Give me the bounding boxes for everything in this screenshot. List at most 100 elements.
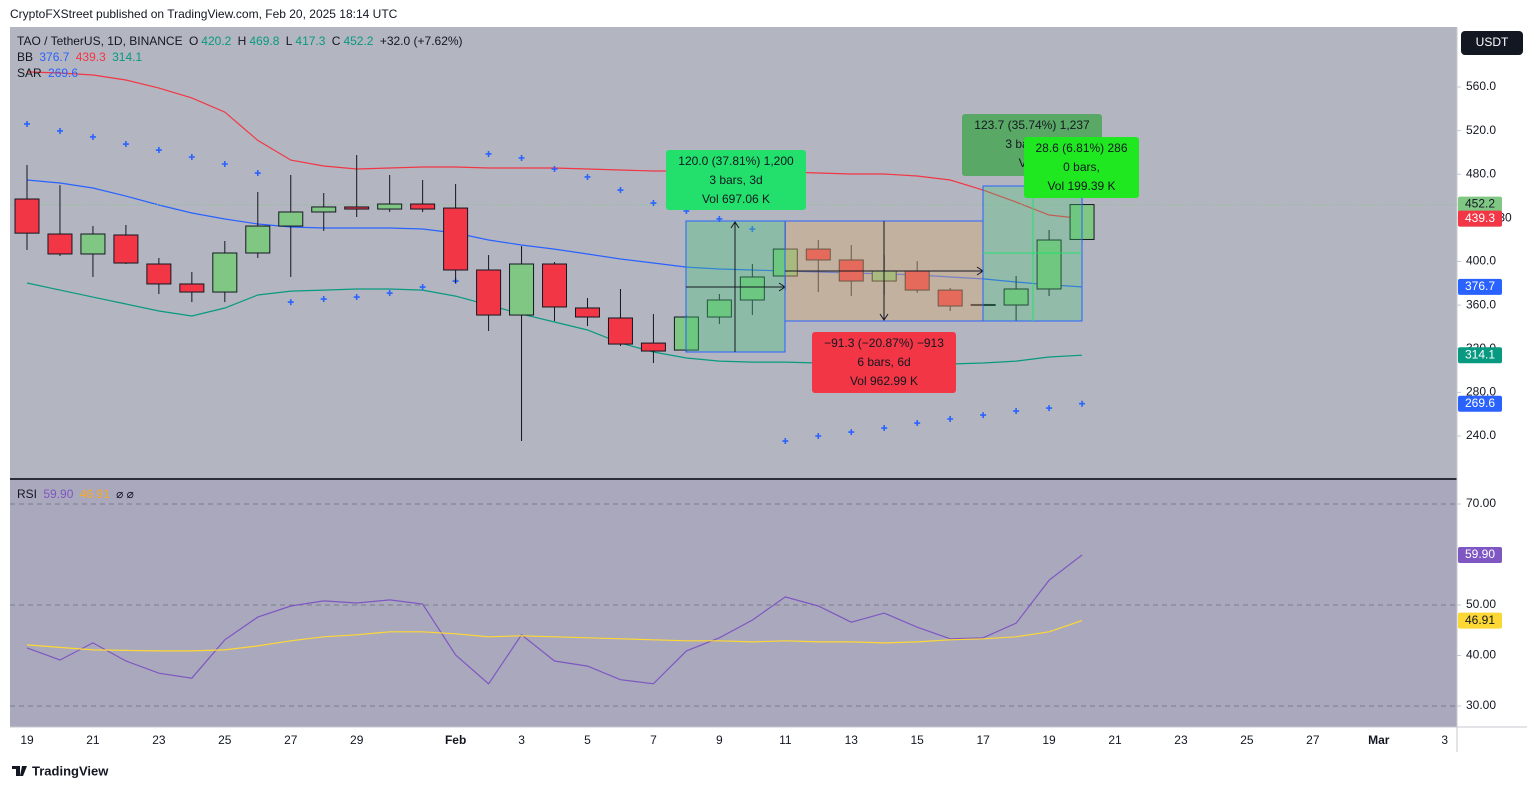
measure-label: 28.6 (6.81%) 286 0 bars, Vol 199.39 K bbox=[1024, 137, 1139, 198]
candle-body bbox=[344, 206, 370, 210]
indicator-value: 439.3 bbox=[75, 50, 106, 64]
x-tick-label: 9 bbox=[716, 733, 723, 747]
candle-body bbox=[278, 211, 304, 227]
rsi-line bbox=[26, 620, 1083, 652]
currency[interactable]: USDT bbox=[1476, 35, 1509, 49]
candle-body bbox=[443, 207, 469, 271]
sar-point bbox=[254, 170, 261, 177]
sar-point bbox=[1046, 405, 1053, 412]
pane-separator bbox=[10, 478, 1457, 480]
candle-body bbox=[311, 206, 337, 213]
change: +32.0 (+7.62%) bbox=[379, 34, 463, 48]
measure-text: Vol 199.39 K bbox=[1047, 179, 1116, 193]
sar-legend: SAR 269.6 bbox=[17, 66, 81, 80]
rsi-pane bbox=[10, 480, 1457, 727]
x-tick-label: 25 bbox=[1240, 733, 1254, 747]
sar-point bbox=[122, 141, 129, 148]
ohlc-value: 417.3 bbox=[295, 34, 326, 48]
measure-line bbox=[983, 186, 1082, 321]
candle-body bbox=[146, 263, 172, 285]
y-tick-label: 40.00 bbox=[1466, 648, 1496, 662]
symbol: TAO / TetherUS, 1D, BINANCE bbox=[17, 34, 183, 48]
ohlc-label: C bbox=[331, 34, 341, 48]
measure-text: 6 bars, 6d bbox=[857, 355, 911, 369]
indicator-value: 376.7 bbox=[39, 50, 70, 64]
sar-point bbox=[320, 296, 327, 303]
rsi-line bbox=[26, 554, 1083, 685]
price-badge-label: 376.7 bbox=[1465, 279, 1495, 293]
price-badge-label: 452.2 bbox=[1465, 197, 1495, 211]
sar-point bbox=[56, 127, 63, 134]
indicator-value: 46.91 bbox=[79, 487, 110, 501]
candle-body bbox=[212, 252, 238, 293]
sar-point bbox=[947, 415, 954, 422]
x-tick-label: Mar bbox=[1368, 733, 1390, 747]
y-tick-label: 50.00 bbox=[1466, 597, 1496, 611]
price-badge bbox=[1458, 546, 1502, 563]
candle-body bbox=[509, 263, 535, 316]
sar-point bbox=[617, 187, 624, 194]
price-badge-label: 269.6 bbox=[1465, 396, 1495, 410]
x-tick-label: 23 bbox=[152, 733, 166, 747]
y-tick-label: 70.00 bbox=[1466, 496, 1496, 510]
indicator-name: BB bbox=[17, 50, 34, 64]
sar-point bbox=[848, 429, 855, 436]
candle-body bbox=[805, 248, 831, 261]
price-badge-label: 46.91 bbox=[1465, 613, 1495, 627]
logo-mark bbox=[12, 766, 27, 776]
candle-body bbox=[1036, 239, 1062, 290]
indicator-value: 314.1 bbox=[112, 50, 143, 64]
measure-label: 120.0 (37.81%) 1,200 3 bars, 3d Vol 697.06… bbox=[666, 150, 806, 210]
y-tick-label: 240.0 bbox=[1466, 428, 1496, 442]
x-tick-label: 25 bbox=[218, 733, 232, 747]
x-tick-label: 17 bbox=[976, 733, 990, 747]
currency-button[interactable] bbox=[1461, 31, 1523, 55]
x-tick-label: 21 bbox=[1108, 733, 1122, 747]
sar-point bbox=[386, 290, 393, 297]
sar-point bbox=[551, 166, 558, 173]
ohlc-value: 469.8 bbox=[249, 34, 280, 48]
sar-point bbox=[353, 294, 360, 301]
candle-body bbox=[377, 203, 403, 210]
x-tick-label: 29 bbox=[350, 733, 364, 747]
price-badge-label: 59.90 bbox=[1465, 547, 1495, 561]
x-tick-label: 3 bbox=[1441, 733, 1448, 747]
price-badge bbox=[1458, 612, 1502, 629]
bb-legend: BB 376.7 439.3 314.1 bbox=[17, 50, 145, 64]
price-legend: TAO / TetherUS, 1D, BINANCE O 420.2 H 469.… bbox=[17, 34, 466, 48]
y-tick-label: 280.0 bbox=[1466, 385, 1496, 399]
candle-body bbox=[640, 342, 666, 352]
x-tick-label: 23 bbox=[1174, 733, 1188, 747]
sar-point bbox=[24, 120, 30, 127]
candle-body bbox=[542, 263, 568, 308]
y-tick-label: 360.0 bbox=[1466, 297, 1496, 311]
price-badge bbox=[1458, 210, 1502, 227]
sar-point bbox=[155, 147, 162, 154]
logo: TradingView bbox=[32, 763, 109, 778]
sar-point bbox=[188, 154, 195, 161]
x-tick-label: 7 bbox=[650, 733, 657, 747]
sar-point bbox=[518, 154, 525, 161]
indicator-name: RSI bbox=[17, 487, 38, 501]
sar-point bbox=[1013, 408, 1020, 415]
x-tick-label: 21 bbox=[86, 733, 100, 747]
sar-point bbox=[419, 284, 426, 291]
measure-text: −91.3 (−20.87%) −913 bbox=[824, 336, 944, 350]
ohlc-label: L bbox=[285, 34, 293, 48]
measure-text: 28.6 (6.81%) 286 bbox=[1035, 141, 1128, 155]
sar-point bbox=[1079, 400, 1086, 407]
measure-text: 0 bars, bbox=[1063, 160, 1100, 174]
price-badge-label: 439.3 bbox=[1465, 211, 1495, 225]
sar-point bbox=[221, 160, 228, 167]
y-tick-label: 480.0 bbox=[1466, 166, 1496, 180]
sar-point bbox=[815, 433, 822, 440]
sar-point bbox=[749, 225, 756, 232]
y-tick-label: 30.00 bbox=[1466, 698, 1496, 712]
y-tick-label: 400.0 bbox=[1466, 254, 1496, 268]
ohlc-value: 420.2 bbox=[201, 34, 232, 48]
x-tick-label: 3 bbox=[518, 733, 525, 747]
sar-point bbox=[881, 425, 888, 432]
y-tick-label: 560.0 bbox=[1466, 79, 1496, 93]
